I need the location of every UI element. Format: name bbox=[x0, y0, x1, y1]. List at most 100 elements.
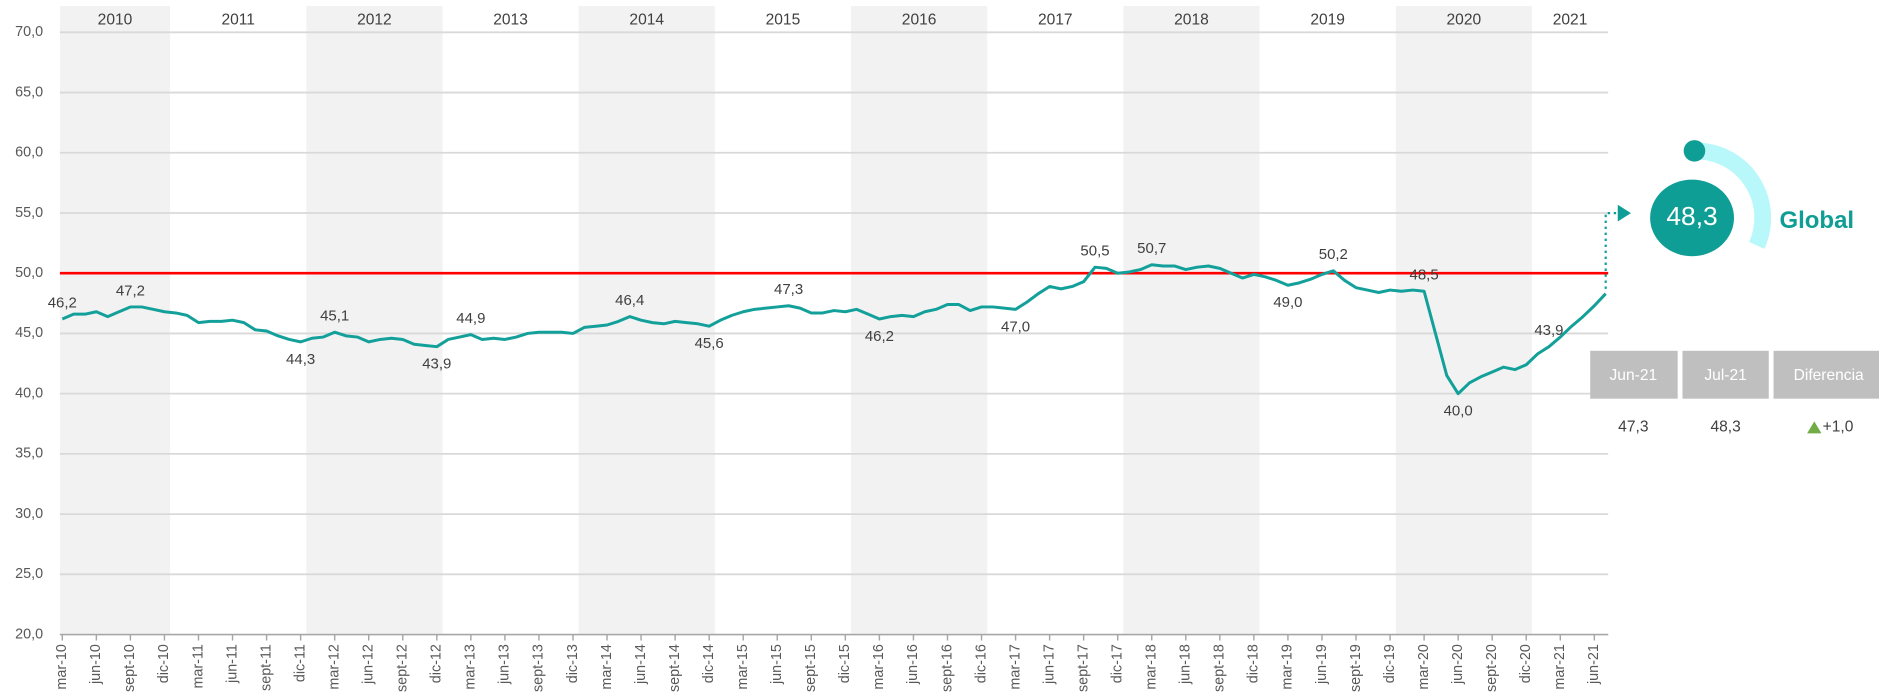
x-tick-label: jun-15 bbox=[769, 644, 785, 685]
x-tick-label: dic-13 bbox=[565, 644, 581, 683]
x-tick-label: jun-16 bbox=[905, 644, 921, 685]
x-tick-label: dic-18 bbox=[1246, 644, 1262, 683]
connector bbox=[1604, 212, 1618, 289]
data-label: 40,0 bbox=[1444, 403, 1473, 420]
year-label: 2021 bbox=[1553, 11, 1588, 28]
y-tick-label: 30,0 bbox=[15, 506, 43, 522]
year-band bbox=[306, 5, 443, 635]
x-tick-label: mar-20 bbox=[1416, 644, 1432, 689]
table-header-cell bbox=[1773, 350, 1879, 399]
x-tick-label: mar-21 bbox=[1552, 644, 1568, 689]
x-tick-label: dic-20 bbox=[1518, 644, 1534, 683]
year-label: 2014 bbox=[629, 11, 664, 28]
data-line bbox=[61, 263, 1607, 396]
x-tick-label: dic-14 bbox=[701, 644, 717, 683]
x-tick-label: mar-18 bbox=[1144, 644, 1160, 689]
year-label: 2018 bbox=[1174, 11, 1209, 28]
year-bands: 2010 2011 2012 2013 2014 2015 2016 2017 2018 2019… bbox=[59, 5, 1588, 635]
y-tick-label: 40,0 bbox=[15, 385, 43, 401]
grid: 20,0 25,0 30,0 35,0 40,0 45,0 50,0 55,0 60,0 65,0… bbox=[15, 24, 1609, 692]
year-label: 2020 bbox=[1447, 11, 1482, 28]
y-tick-label: 45,0 bbox=[15, 325, 43, 341]
x-tick-label: jun-21 bbox=[1586, 644, 1602, 685]
data-label: 46,2 bbox=[865, 328, 894, 345]
x-tick-label: dic-17 bbox=[1109, 644, 1125, 683]
x-tick-label: sept-11 bbox=[258, 644, 274, 691]
table-header-cell bbox=[1682, 350, 1769, 399]
data-label: 45,6 bbox=[695, 335, 724, 352]
year-label: 2017 bbox=[1038, 11, 1073, 28]
x-tick-label: dic-19 bbox=[1382, 644, 1398, 683]
x-tick-label: sept-18 bbox=[1212, 644, 1228, 692]
summary: 48,3 Global Jun-21 Jul-21 Diferencia 47,… bbox=[1590, 140, 1879, 436]
data-label: 50,5 bbox=[1080, 243, 1109, 260]
year-band bbox=[59, 5, 171, 635]
y-tick-label: 20,0 bbox=[15, 626, 43, 642]
y-tick-label: 35,0 bbox=[15, 446, 43, 462]
x-tick-label: sept-13 bbox=[531, 644, 547, 692]
x-tick-label: jun-14 bbox=[633, 644, 649, 685]
x-tick-label: dic-16 bbox=[973, 644, 989, 683]
y-tick-label: 70,0 bbox=[15, 24, 43, 40]
x-tick-label: mar-19 bbox=[1280, 644, 1296, 689]
x-tick-label: jun-11 bbox=[224, 644, 240, 684]
data-label: 46,2 bbox=[48, 294, 77, 311]
x-tick-label: mar-17 bbox=[1007, 644, 1023, 689]
data-label: 50,2 bbox=[1319, 246, 1348, 263]
x-tick-label: jun-10 bbox=[88, 644, 104, 685]
gauge-value: 48,3 bbox=[1666, 201, 1717, 231]
year-label: 2011 bbox=[221, 11, 254, 28]
data-label: 48,5 bbox=[1410, 267, 1439, 284]
year-band bbox=[851, 5, 988, 635]
year-label: 2015 bbox=[766, 11, 801, 28]
x-tick-label: jun-19 bbox=[1314, 644, 1330, 685]
data-label: 50,7 bbox=[1137, 240, 1166, 257]
y-tick-label: 65,0 bbox=[15, 84, 43, 100]
x-tick-label: sept-15 bbox=[803, 644, 819, 692]
x-tick-label: mar-16 bbox=[871, 644, 887, 689]
x-tick-label: jun-20 bbox=[1450, 644, 1466, 685]
data-label: 47,2 bbox=[116, 282, 145, 299]
year-label: 2012 bbox=[357, 11, 392, 28]
x-tick-label: mar-11 bbox=[190, 644, 206, 688]
x-tick-label: sept-20 bbox=[1484, 644, 1500, 692]
table-cell: 47,3 bbox=[1618, 419, 1648, 436]
plot: 46,2 47,2 44,3 45,1 43,9 44,9 46,4 45,6 47,3 46,2… bbox=[48, 204, 1631, 420]
table-header-cell bbox=[1590, 350, 1678, 399]
x-tick-label: mar-13 bbox=[463, 644, 479, 689]
table-header: Jun-21 bbox=[1610, 367, 1658, 384]
year-band bbox=[1395, 5, 1532, 635]
up-triangle bbox=[1807, 421, 1822, 434]
x-tick-label: mar-15 bbox=[735, 644, 751, 689]
x-tick-label: dic-15 bbox=[837, 644, 853, 683]
x-tick-label: sept-12 bbox=[395, 644, 411, 692]
year-label: 2013 bbox=[493, 11, 528, 28]
x-tick-label: dic-12 bbox=[429, 644, 445, 683]
y-tick-label: 60,0 bbox=[15, 145, 43, 161]
x-tick-label: dic-11 bbox=[292, 644, 308, 682]
data-label: 47,3 bbox=[774, 281, 803, 298]
y-tick-label: 55,0 bbox=[15, 205, 43, 221]
gauge-dot bbox=[1683, 140, 1706, 162]
data-label: 44,9 bbox=[456, 310, 485, 327]
gauge-arc bbox=[1694, 142, 1772, 249]
y-tick-label: 50,0 bbox=[15, 265, 43, 281]
gauge-label: Global bbox=[1780, 207, 1855, 234]
x-tick-label: jun-12 bbox=[361, 644, 377, 685]
data-label: 43,9 bbox=[1534, 322, 1563, 339]
x-tick-label: sept-17 bbox=[1075, 644, 1091, 692]
year-label: 2010 bbox=[98, 11, 133, 28]
data-label: 46,4 bbox=[615, 292, 644, 309]
x-tick-label: mar-14 bbox=[599, 644, 615, 689]
x-tick-label: jun-18 bbox=[1178, 644, 1194, 685]
data-label: 44,3 bbox=[286, 351, 315, 368]
x-tick-label: mar-10 bbox=[54, 644, 70, 689]
x-tick-label: jun-13 bbox=[497, 644, 513, 685]
data-label: 45,1 bbox=[320, 308, 349, 325]
data-label: 49,0 bbox=[1273, 294, 1302, 311]
year-label: 2016 bbox=[902, 11, 937, 28]
x-tick-label: dic-10 bbox=[156, 644, 172, 683]
connector-arrow bbox=[1617, 204, 1631, 222]
